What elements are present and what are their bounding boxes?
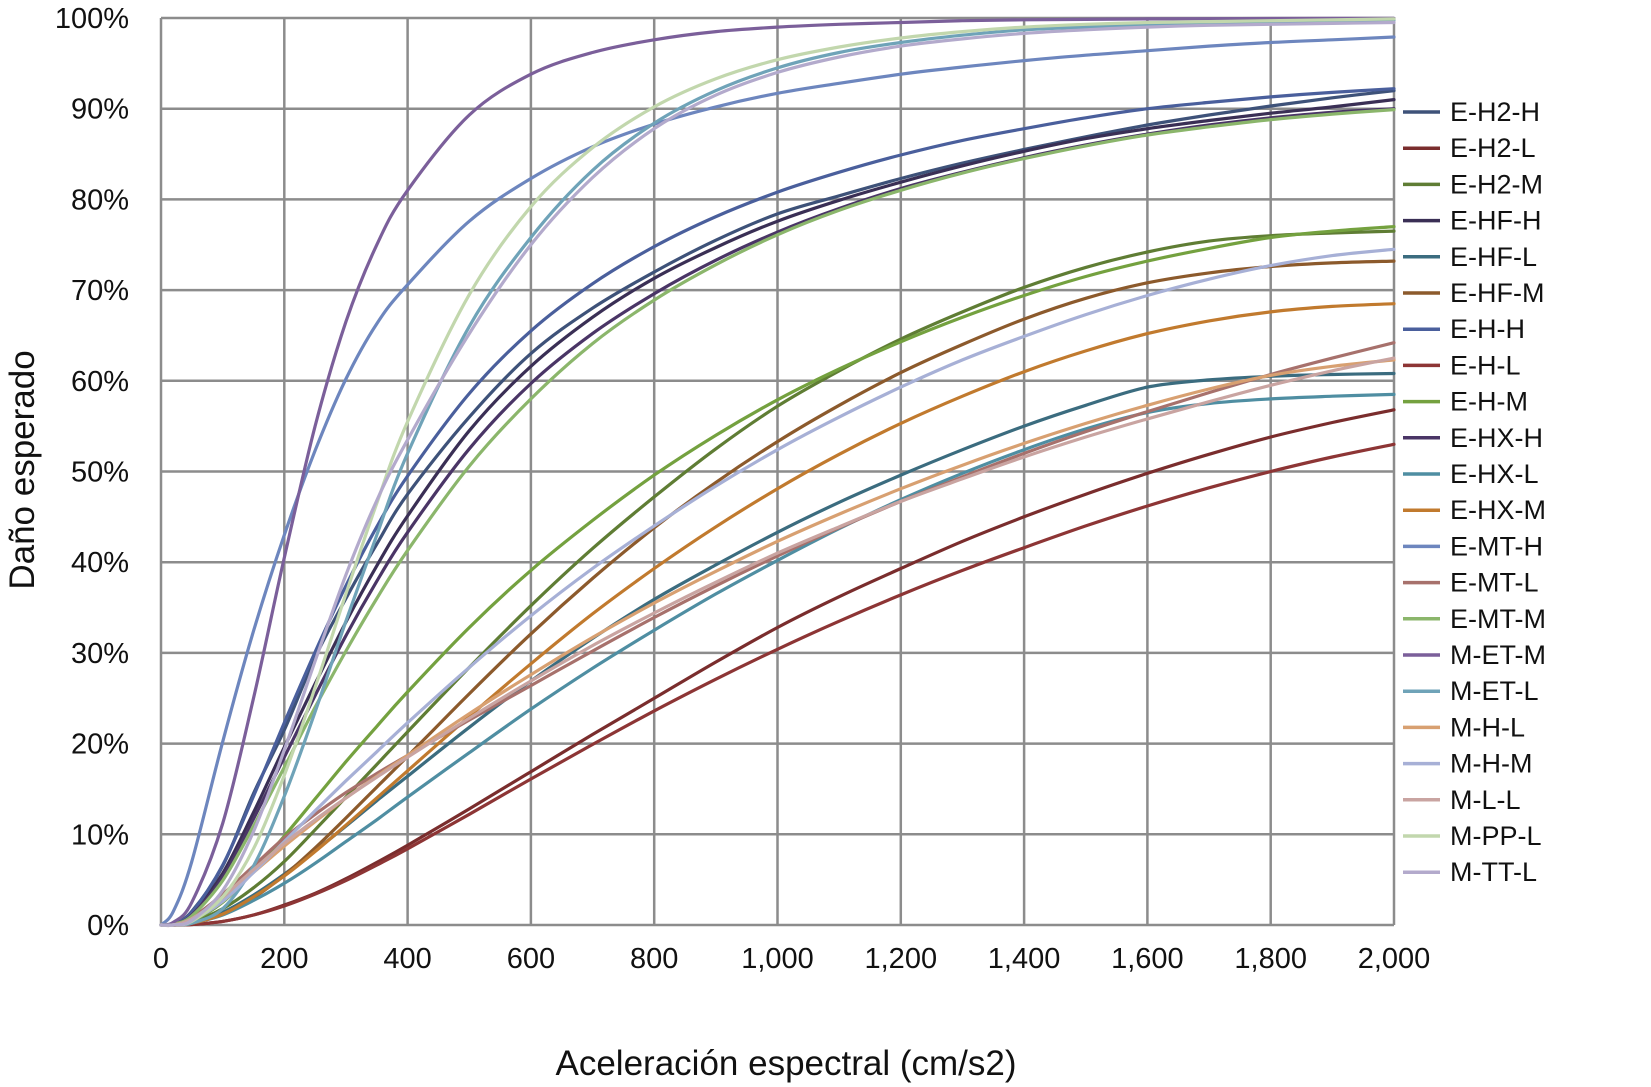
x-axis-title: Aceleración espectral (cm/s2) [556, 1044, 1017, 1083]
legend-item: E-MT-M [1403, 604, 1546, 634]
legend-label: M-L-L [1450, 785, 1521, 815]
y-tick-label: 80% [71, 184, 129, 216]
series-lines [159, 16, 1396, 928]
x-tick-label: 600 [507, 943, 555, 975]
x-tick-label: 400 [383, 943, 431, 975]
x-tick-label: 1,000 [741, 943, 814, 975]
legend-item: E-HF-M [1403, 278, 1544, 308]
y-tick-label: 40% [71, 547, 129, 579]
legend-item: E-MT-L [1403, 568, 1539, 598]
legend-label: E-H-M [1450, 387, 1528, 417]
legend-label: M-H-L [1450, 712, 1525, 742]
series-line-m-et-m [159, 16, 1396, 927]
legend-item: E-MT-H [1403, 531, 1543, 561]
series-line-e-hx-m [159, 302, 1396, 927]
y-tick-label: 50% [71, 457, 129, 489]
y-tick-label: 20% [71, 729, 129, 761]
legend-item: M-H-L [1403, 712, 1525, 742]
legend-label: M-ET-M [1450, 640, 1546, 670]
series-line-e-h2-m [159, 229, 1396, 927]
legend-label: E-H2-L [1450, 133, 1536, 163]
legend-label: E-H2-M [1450, 169, 1543, 199]
y-tick-label: 30% [71, 638, 129, 670]
legend-label: M-H-M [1450, 749, 1532, 779]
series-line-m-et-l [159, 18, 1396, 927]
legend-item: M-TT-L [1403, 857, 1537, 887]
x-tick-label: 1,200 [865, 943, 938, 975]
legend-label: E-HX-H [1450, 423, 1543, 453]
legend-item: E-HX-M [1403, 495, 1546, 525]
legend-item: E-HX-L [1403, 459, 1539, 489]
legend-item: E-H2-H [1403, 97, 1540, 127]
legend: E-H2-H E-H2-L E-H2-M E-HF-H E-HF-L E-HF-M E-H-… [1403, 97, 1546, 887]
legend-label: E-MT-H [1450, 531, 1543, 561]
legend-item: M-L-L [1403, 785, 1521, 815]
legend-label: E-H-H [1450, 314, 1525, 344]
legend-label: E-HF-H [1450, 206, 1541, 236]
legend-item: E-H2-L [1403, 133, 1536, 163]
y-tick-label: 70% [71, 275, 129, 307]
x-tick-label: 2,000 [1358, 943, 1431, 975]
x-tick-label: 1,600 [1111, 943, 1184, 975]
series-line-e-mt-h [159, 35, 1396, 927]
x-tick-label: 0 [153, 943, 169, 975]
legend-item: M-H-M [1403, 749, 1532, 779]
y-axis-ticks: 0% 10% 20% 30% 40% 50% 60% 70% 80% 90% 100% [55, 3, 129, 942]
legend-item: M-ET-M [1403, 640, 1546, 670]
legend-label: E-MT-L [1450, 568, 1539, 598]
series-line-e-h-l [159, 442, 1396, 927]
y-tick-label: 10% [71, 819, 129, 851]
legend-label: E-H-L [1450, 350, 1521, 380]
legend-item: E-HF-L [1403, 242, 1537, 272]
series-line-e-mt-l [159, 341, 1396, 928]
x-tick-label: 800 [630, 943, 678, 975]
legend-label: E-MT-M [1450, 604, 1546, 634]
series-line-m-tt-l [159, 20, 1396, 927]
y-tick-label: 60% [71, 366, 129, 398]
x-tick-label: 1,800 [1234, 943, 1307, 975]
series-line-m-pp-l [159, 17, 1396, 927]
legend-label: E-HX-M [1450, 495, 1546, 525]
legend-label: E-HX-L [1450, 459, 1539, 489]
grid [159, 16, 1396, 927]
legend-item: E-H-M [1403, 387, 1528, 417]
legend-label: M-ET-L [1450, 676, 1539, 706]
legend-item: E-H-H [1403, 314, 1525, 344]
y-tick-label: 90% [71, 94, 129, 126]
legend-item: M-PP-L [1403, 821, 1542, 851]
legend-label: M-TT-L [1450, 857, 1537, 887]
legend-item: E-HX-H [1403, 423, 1543, 453]
x-axis-ticks: 0 200 400 600 800 1,000 1,200 1,400 1,600 1,800 2,… [153, 943, 1430, 975]
y-tick-label: 0% [87, 910, 129, 942]
series-line-m-l-l [159, 356, 1396, 928]
legend-label: E-HF-L [1450, 242, 1537, 272]
legend-item: M-ET-L [1403, 676, 1539, 706]
series-line-e-hf-h [159, 98, 1396, 927]
legend-label: E-H2-H [1450, 97, 1540, 127]
legend-label: M-PP-L [1450, 821, 1542, 851]
legend-label: E-HF-M [1450, 278, 1544, 308]
x-tick-label: 1,400 [988, 943, 1061, 975]
series-line-e-h-h [159, 87, 1396, 927]
x-tick-label: 200 [260, 943, 308, 975]
y-axis-title: Daño esperado [3, 350, 42, 589]
y-tick-label: 100% [55, 3, 129, 35]
legend-item: E-HF-H [1403, 206, 1541, 236]
legend-item: E-H2-M [1403, 169, 1543, 199]
legend-item: E-H-L [1403, 350, 1521, 380]
